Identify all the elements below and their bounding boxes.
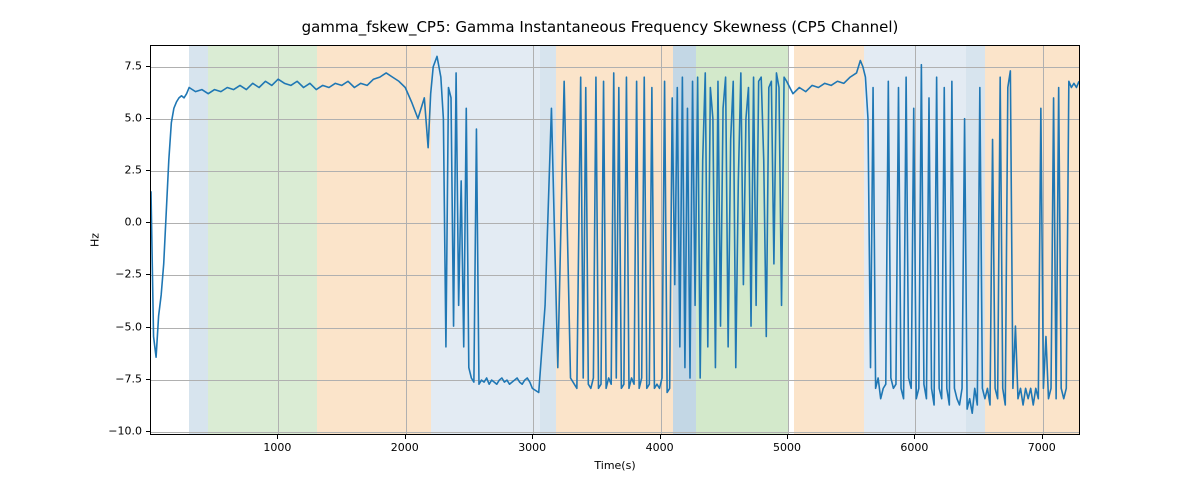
xtick-label: 6000: [900, 441, 928, 454]
xtick-label: 3000: [518, 441, 546, 454]
ytick-label: −7.5: [115, 372, 142, 385]
ytick-mark: [146, 327, 150, 328]
xtick-mark: [277, 435, 278, 439]
xtick-label: 4000: [646, 441, 674, 454]
ytick-mark: [146, 118, 150, 119]
ytick-mark: [146, 66, 150, 67]
chart-title: gamma_fskew_CP5: Gamma Instantaneous Fre…: [0, 18, 1200, 36]
ytick-label: 7.5: [125, 59, 143, 72]
ytick-label: 5.0: [125, 111, 143, 124]
ytick-mark: [146, 274, 150, 275]
xtick-mark: [1042, 435, 1043, 439]
ytick-label: 0.0: [125, 216, 143, 229]
xtick-label: 2000: [391, 441, 419, 454]
ytick-label: 2.5: [125, 164, 143, 177]
x-axis-label: Time(s): [594, 459, 635, 472]
xtick-label: 1000: [263, 441, 291, 454]
xtick-label: 5000: [773, 441, 801, 454]
ytick-mark: [146, 222, 150, 223]
xtick-mark: [660, 435, 661, 439]
ytick-mark: [146, 170, 150, 171]
ytick-label: −10.0: [108, 424, 142, 437]
ytick-mark: [146, 379, 150, 380]
y-axis-label: Hz: [89, 233, 102, 247]
xtick-label: 7000: [1028, 441, 1056, 454]
line-series: [151, 46, 1079, 434]
chart-container: gamma_fskew_CP5: Gamma Instantaneous Fre…: [0, 0, 1200, 500]
xtick-mark: [914, 435, 915, 439]
xtick-mark: [532, 435, 533, 439]
ytick-mark: [146, 431, 150, 432]
ytick-label: −2.5: [115, 268, 142, 281]
ytick-label: −5.0: [115, 320, 142, 333]
xtick-mark: [787, 435, 788, 439]
xtick-mark: [405, 435, 406, 439]
plot-area: [150, 45, 1080, 435]
